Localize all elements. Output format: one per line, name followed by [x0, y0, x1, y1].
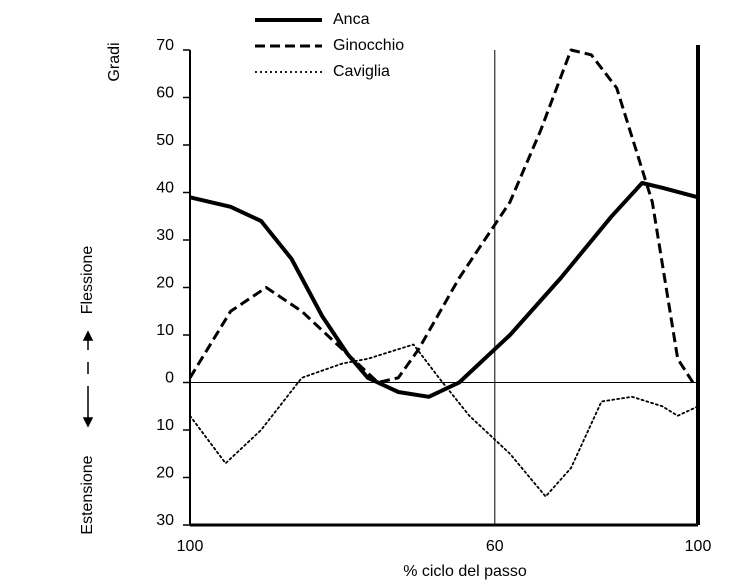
annotation: Estensione [79, 455, 96, 534]
annotation: Flessione [79, 246, 96, 315]
y-tick-label: 30 [156, 227, 174, 244]
x-axis-label: % ciclo del passo [403, 563, 527, 580]
x-tick-label: 100 [685, 538, 712, 555]
legend-label: Caviglia [333, 63, 390, 80]
arrows [82, 330, 94, 428]
y-tick-label: 30 [156, 512, 174, 529]
y-tick-label: 10 [156, 322, 174, 339]
y-tick-label: 70 [156, 37, 174, 54]
y-tick-label: 20 [156, 465, 174, 482]
legend-label: Anca [333, 11, 370, 28]
legend-label: Ginocchio [333, 37, 404, 54]
x-tick-label: 60 [486, 538, 504, 555]
y-tick-label: 40 [156, 180, 174, 197]
series-line [189, 343, 699, 498]
x-tick-label: 100 [177, 538, 204, 555]
series-line [189, 181, 699, 399]
series-line [188, 48, 695, 384]
y-tick-label: 20 [156, 275, 174, 292]
y-tick-label: 60 [156, 85, 174, 102]
y-tick-label: 0 [165, 370, 174, 387]
y-tick-label: 10 [156, 417, 174, 434]
y-tick-label: 50 [156, 132, 174, 149]
y-axis-label: Gradi [106, 42, 123, 81]
